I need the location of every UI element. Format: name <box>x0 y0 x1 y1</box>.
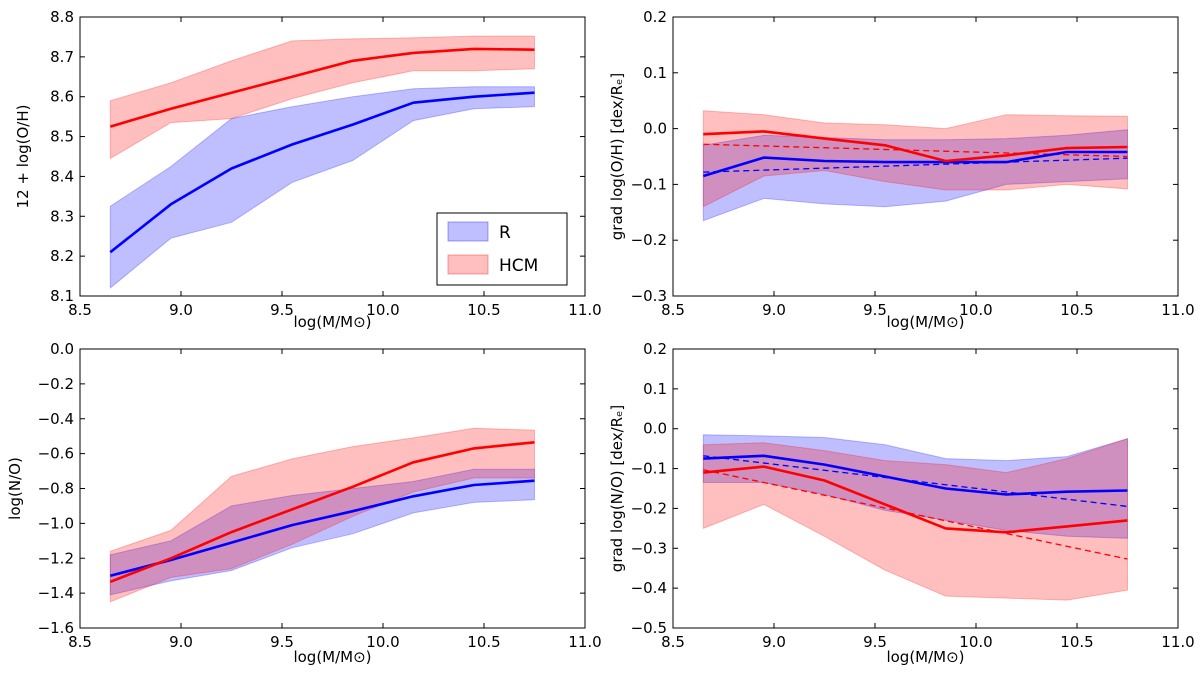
y-tick-label: 0.0 <box>643 120 667 138</box>
y-tick-label: 8.1 <box>50 287 74 305</box>
x-tick-label: 10.0 <box>366 301 399 319</box>
x-tick-label: 9.5 <box>863 301 887 319</box>
fit-line-r <box>703 455 1128 508</box>
y-tick-label: −0.2 <box>38 375 74 393</box>
x-tick-label: 9.5 <box>270 633 294 651</box>
fit-line-r <box>703 157 1128 173</box>
legend: R HCM <box>436 212 568 286</box>
x-tick-label: 9.5 <box>863 633 887 651</box>
y-tick-label: −0.2 <box>631 499 667 517</box>
y-tick-label: 8.6 <box>50 88 74 106</box>
panel-bottom-right: 8.5 9.0 9.5 10.0 10.5 11.0 −0.5 −0.4 −0.3 −0.2 −0.… <box>608 340 1195 666</box>
y-tick-label: −0.5 <box>631 619 667 637</box>
y-tick-label: 0.0 <box>643 420 667 438</box>
band-r <box>109 468 535 596</box>
series-line-hcm <box>703 130 1128 163</box>
x-tick-label: 11.0 <box>568 301 601 319</box>
y-tick-label: −0.2 <box>631 231 667 249</box>
legend-label-hcm: HCM <box>499 256 538 276</box>
fit-line-hcm <box>703 469 1128 560</box>
legend-label-r: R <box>499 223 511 243</box>
y-tick-label: −0.3 <box>631 287 667 305</box>
x-tick-label: 11.0 <box>568 633 601 651</box>
band-hcm <box>702 110 1128 208</box>
y-tick-label: −1.0 <box>38 514 74 532</box>
x-tick-label: 9.0 <box>762 633 786 651</box>
x-tick-label: 10.5 <box>1060 633 1093 651</box>
y-tick-label: 0.2 <box>643 340 667 358</box>
panel-top-left: 8.5 9.0 9.5 10.0 10.5 11.0 8.1 8.2 8.3 8.4 8.5 8.6 8… <box>14 8 602 331</box>
y-tick-label: −0.4 <box>631 579 667 597</box>
x-tick-label: 10.5 <box>467 633 500 651</box>
x-tick-label: 9.0 <box>169 301 193 319</box>
plot-area <box>80 349 585 628</box>
x-axis-label: log(M/M⊙) <box>293 648 371 666</box>
x-tick-label: 11.0 <box>1161 301 1194 319</box>
y-tick-label: 0.0 <box>50 340 74 358</box>
y-tick-label: −0.1 <box>631 460 667 478</box>
x-tick-label: 10.0 <box>959 301 992 319</box>
legend-swatch-hcm <box>447 254 489 275</box>
y-tick-label: 8.5 <box>50 128 74 146</box>
x-axis-label: log(M/M⊙) <box>886 313 964 331</box>
band-hcm <box>109 427 535 603</box>
x-axis-label: log(M/M⊙) <box>886 648 964 666</box>
y-tick-label: 8.4 <box>50 167 74 185</box>
band-r <box>109 86 535 290</box>
x-tick-label: 8.5 <box>68 301 92 319</box>
y-tick-label: −0.8 <box>38 480 74 498</box>
series-line-hcm <box>109 441 535 584</box>
panel-bottom-left: 8.5 9.0 9.5 10.0 10.5 11.0 −1.6 −1.4 −1.2 −1.0 −0.… <box>6 340 602 666</box>
axes-frame <box>672 348 1179 629</box>
y-tick-label: 8.2 <box>50 247 74 265</box>
band-hcm <box>702 438 1128 601</box>
series-line-r <box>109 91 535 254</box>
y-axis-label: log(N/O) <box>6 457 24 520</box>
series-line-r <box>702 150 1128 178</box>
series-line-r <box>703 454 1128 496</box>
x-tick-label: 10.0 <box>366 633 399 651</box>
x-tick-label: 9.0 <box>169 633 193 651</box>
y-tick-label: −0.3 <box>631 539 667 557</box>
x-tick-label: 10.5 <box>467 301 500 319</box>
y-tick-label: −1.2 <box>38 549 74 567</box>
legend-box <box>436 212 568 286</box>
x-tick-label: 10.0 <box>959 633 992 651</box>
band-hcm <box>109 35 535 160</box>
x-tick-label: 9.0 <box>762 301 786 319</box>
y-tick-label: 8.3 <box>50 207 74 225</box>
y-tick-label: −0.4 <box>38 410 74 428</box>
x-tick-label: 8.5 <box>661 301 685 319</box>
axes-frame <box>79 16 586 297</box>
y-tick-label: −1.4 <box>38 584 74 602</box>
series-line-hcm <box>109 47 535 128</box>
x-tick-label: 8.5 <box>68 633 92 651</box>
y-tick-label: 0.2 <box>643 8 667 26</box>
y-tick-label: 8.8 <box>50 8 74 26</box>
panel-top-right: 8.5 9.0 9.5 10.0 10.5 11.0 −0.3 −0.2 −0.1 0.0 0.1 0… <box>608 8 1195 331</box>
series-line-hcm <box>703 465 1128 534</box>
x-tick-label: 11.0 <box>1161 633 1194 651</box>
legend-swatch-r <box>447 221 489 242</box>
series-line-r <box>109 479 535 577</box>
x-tick-label: 8.5 <box>661 633 685 651</box>
x-tick-label: 10.5 <box>1060 301 1093 319</box>
y-tick-label: −1.6 <box>38 619 74 637</box>
y-tick-label: −0.6 <box>38 445 74 463</box>
y-axis-label: grad log(N/O) [dex/Rₑ] <box>608 405 626 572</box>
plot-area <box>673 349 1178 628</box>
y-tick-label: 0.1 <box>643 64 667 82</box>
y-axis-label: grad log(O/H) [dex/Rₑ] <box>608 73 626 240</box>
y-tick-label: 0.1 <box>643 380 667 398</box>
y-tick-label: 8.7 <box>50 48 74 66</box>
x-tick-label: 9.5 <box>270 301 294 319</box>
x-axis-label: log(M/M⊙) <box>293 313 371 331</box>
axes-frame <box>672 16 1179 297</box>
y-tick-label: −0.1 <box>631 175 667 193</box>
y-axis-label: 12 + log(O/H) <box>14 105 32 209</box>
